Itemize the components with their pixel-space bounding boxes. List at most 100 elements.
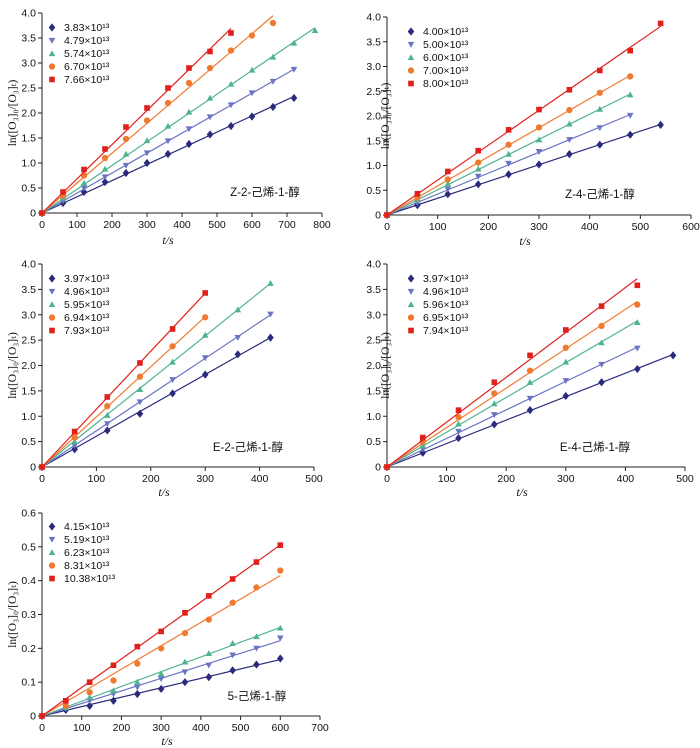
x-tick-label: 500 — [208, 219, 226, 231]
data-point — [634, 345, 641, 352]
data-point — [229, 639, 236, 646]
legend-label: 4.96×10¹³ — [64, 286, 110, 298]
y-tick-label: 4.0 — [366, 259, 381, 271]
data-point — [134, 689, 141, 699]
legend-marker — [48, 301, 56, 308]
data-point — [229, 576, 236, 582]
y-tick-label: 0.5 — [21, 183, 36, 195]
data-point — [234, 334, 242, 341]
fit-line — [41, 316, 206, 468]
x-tick-label: 200 — [103, 219, 121, 231]
data-point — [562, 391, 570, 401]
y-tick-label: 2.5 — [366, 86, 381, 98]
chart-caption: 5-己烯-1-醇 — [228, 689, 287, 703]
data-point — [206, 94, 214, 101]
data-point — [444, 180, 452, 187]
data-point — [86, 701, 93, 710]
data-point — [164, 122, 172, 129]
x-tick-label: 600 — [272, 722, 290, 734]
fit-line — [41, 314, 271, 468]
x-tick-label: 400 — [617, 473, 635, 485]
legend-marker — [407, 274, 415, 283]
data-point — [169, 326, 176, 332]
chart-caption: E-2-己烯-1-醇 — [213, 440, 284, 454]
chart-panel: 0 100 200 300 400 500 0 0.5 1.0 1.5 2.0 2.5 3.0 3.5 4.… — [7, 259, 323, 500]
legend-label: 6.23×10¹³ — [64, 547, 110, 559]
data-point — [39, 210, 45, 216]
data-point — [384, 464, 390, 470]
data-point — [181, 629, 189, 637]
chart-caption: Z-4-己烯-1-醇 — [565, 187, 635, 201]
chart-caption: Z-2-己烯-1-醇 — [230, 185, 300, 199]
data-point — [455, 433, 462, 443]
data-point — [122, 150, 130, 157]
data-point — [136, 386, 144, 392]
data-point — [164, 99, 172, 107]
legend-label: 5.74×10¹³ — [64, 48, 110, 60]
chart-panel: 0 100 200 300 400 500 600 700 0 0.1 0.2 0.3 0.4 0.5 0.… — [7, 508, 329, 748]
data-point — [634, 282, 641, 289]
data-point — [229, 666, 236, 675]
data-point — [80, 185, 88, 192]
data-point — [158, 645, 165, 652]
data-point — [455, 428, 462, 435]
data-point — [562, 344, 569, 351]
data-point — [227, 80, 235, 87]
data-point — [39, 464, 45, 470]
chart-caption: E-4-己烯-1-醇 — [560, 440, 631, 454]
data-point — [269, 53, 277, 60]
legend-label: 4.79×10¹³ — [64, 35, 110, 47]
data-point — [205, 593, 212, 599]
chart-panel: 0 100 200 300 400 500 600 0 0.5 1.0 1.5 2.0 2.5 3.0 3.… — [366, 12, 700, 249]
data-point — [205, 672, 213, 682]
data-point — [143, 158, 151, 168]
data-point — [136, 399, 144, 406]
legend-label: 5.95×10¹³ — [64, 299, 110, 311]
data-point — [596, 67, 603, 74]
y-tick-label: 3.5 — [21, 284, 36, 296]
data-point — [596, 125, 604, 132]
data-point — [136, 373, 144, 380]
x-tick-label: 0 — [39, 219, 45, 231]
fit-line — [386, 25, 661, 216]
x-tick-label: 800 — [313, 219, 331, 231]
data-point — [62, 702, 69, 709]
data-point — [234, 350, 242, 359]
data-point — [143, 137, 151, 144]
x-tick-label: 500 — [232, 722, 250, 734]
data-point — [71, 445, 78, 454]
y-tick-label: 3.0 — [366, 309, 381, 321]
data-point — [157, 684, 165, 694]
y-tick-label: 2.5 — [366, 335, 381, 347]
data-point — [490, 420, 498, 429]
data-point — [634, 319, 641, 326]
data-point — [384, 212, 390, 218]
data-point — [71, 443, 78, 449]
data-point — [102, 146, 108, 152]
data-point — [536, 106, 542, 113]
x-axis-label: t/s — [161, 734, 173, 748]
data-point — [86, 689, 93, 696]
data-point — [169, 343, 176, 350]
legend-marker — [407, 67, 415, 74]
data-point — [186, 65, 192, 71]
legend-label: 3.83×10¹³ — [64, 22, 110, 34]
data-point — [505, 127, 512, 133]
y-tick-label: 1.0 — [21, 411, 36, 423]
data-point — [157, 670, 165, 677]
y-tick-label: 2.0 — [21, 360, 36, 372]
legend-label: 7.00×10¹³ — [423, 65, 469, 77]
x-axis-label: t/s — [162, 233, 174, 247]
data-point — [277, 567, 284, 574]
fit-line — [386, 123, 661, 216]
legend-label: 7.93×10¹³ — [64, 325, 110, 337]
data-point — [207, 48, 213, 55]
data-point — [474, 173, 482, 180]
x-tick-label: 200 — [497, 473, 515, 485]
legend-marker — [48, 274, 56, 283]
y-tick-label: 1.5 — [21, 133, 36, 145]
data-point — [103, 426, 111, 435]
fit-line — [41, 282, 271, 468]
data-point — [627, 47, 634, 54]
data-point — [165, 85, 171, 91]
